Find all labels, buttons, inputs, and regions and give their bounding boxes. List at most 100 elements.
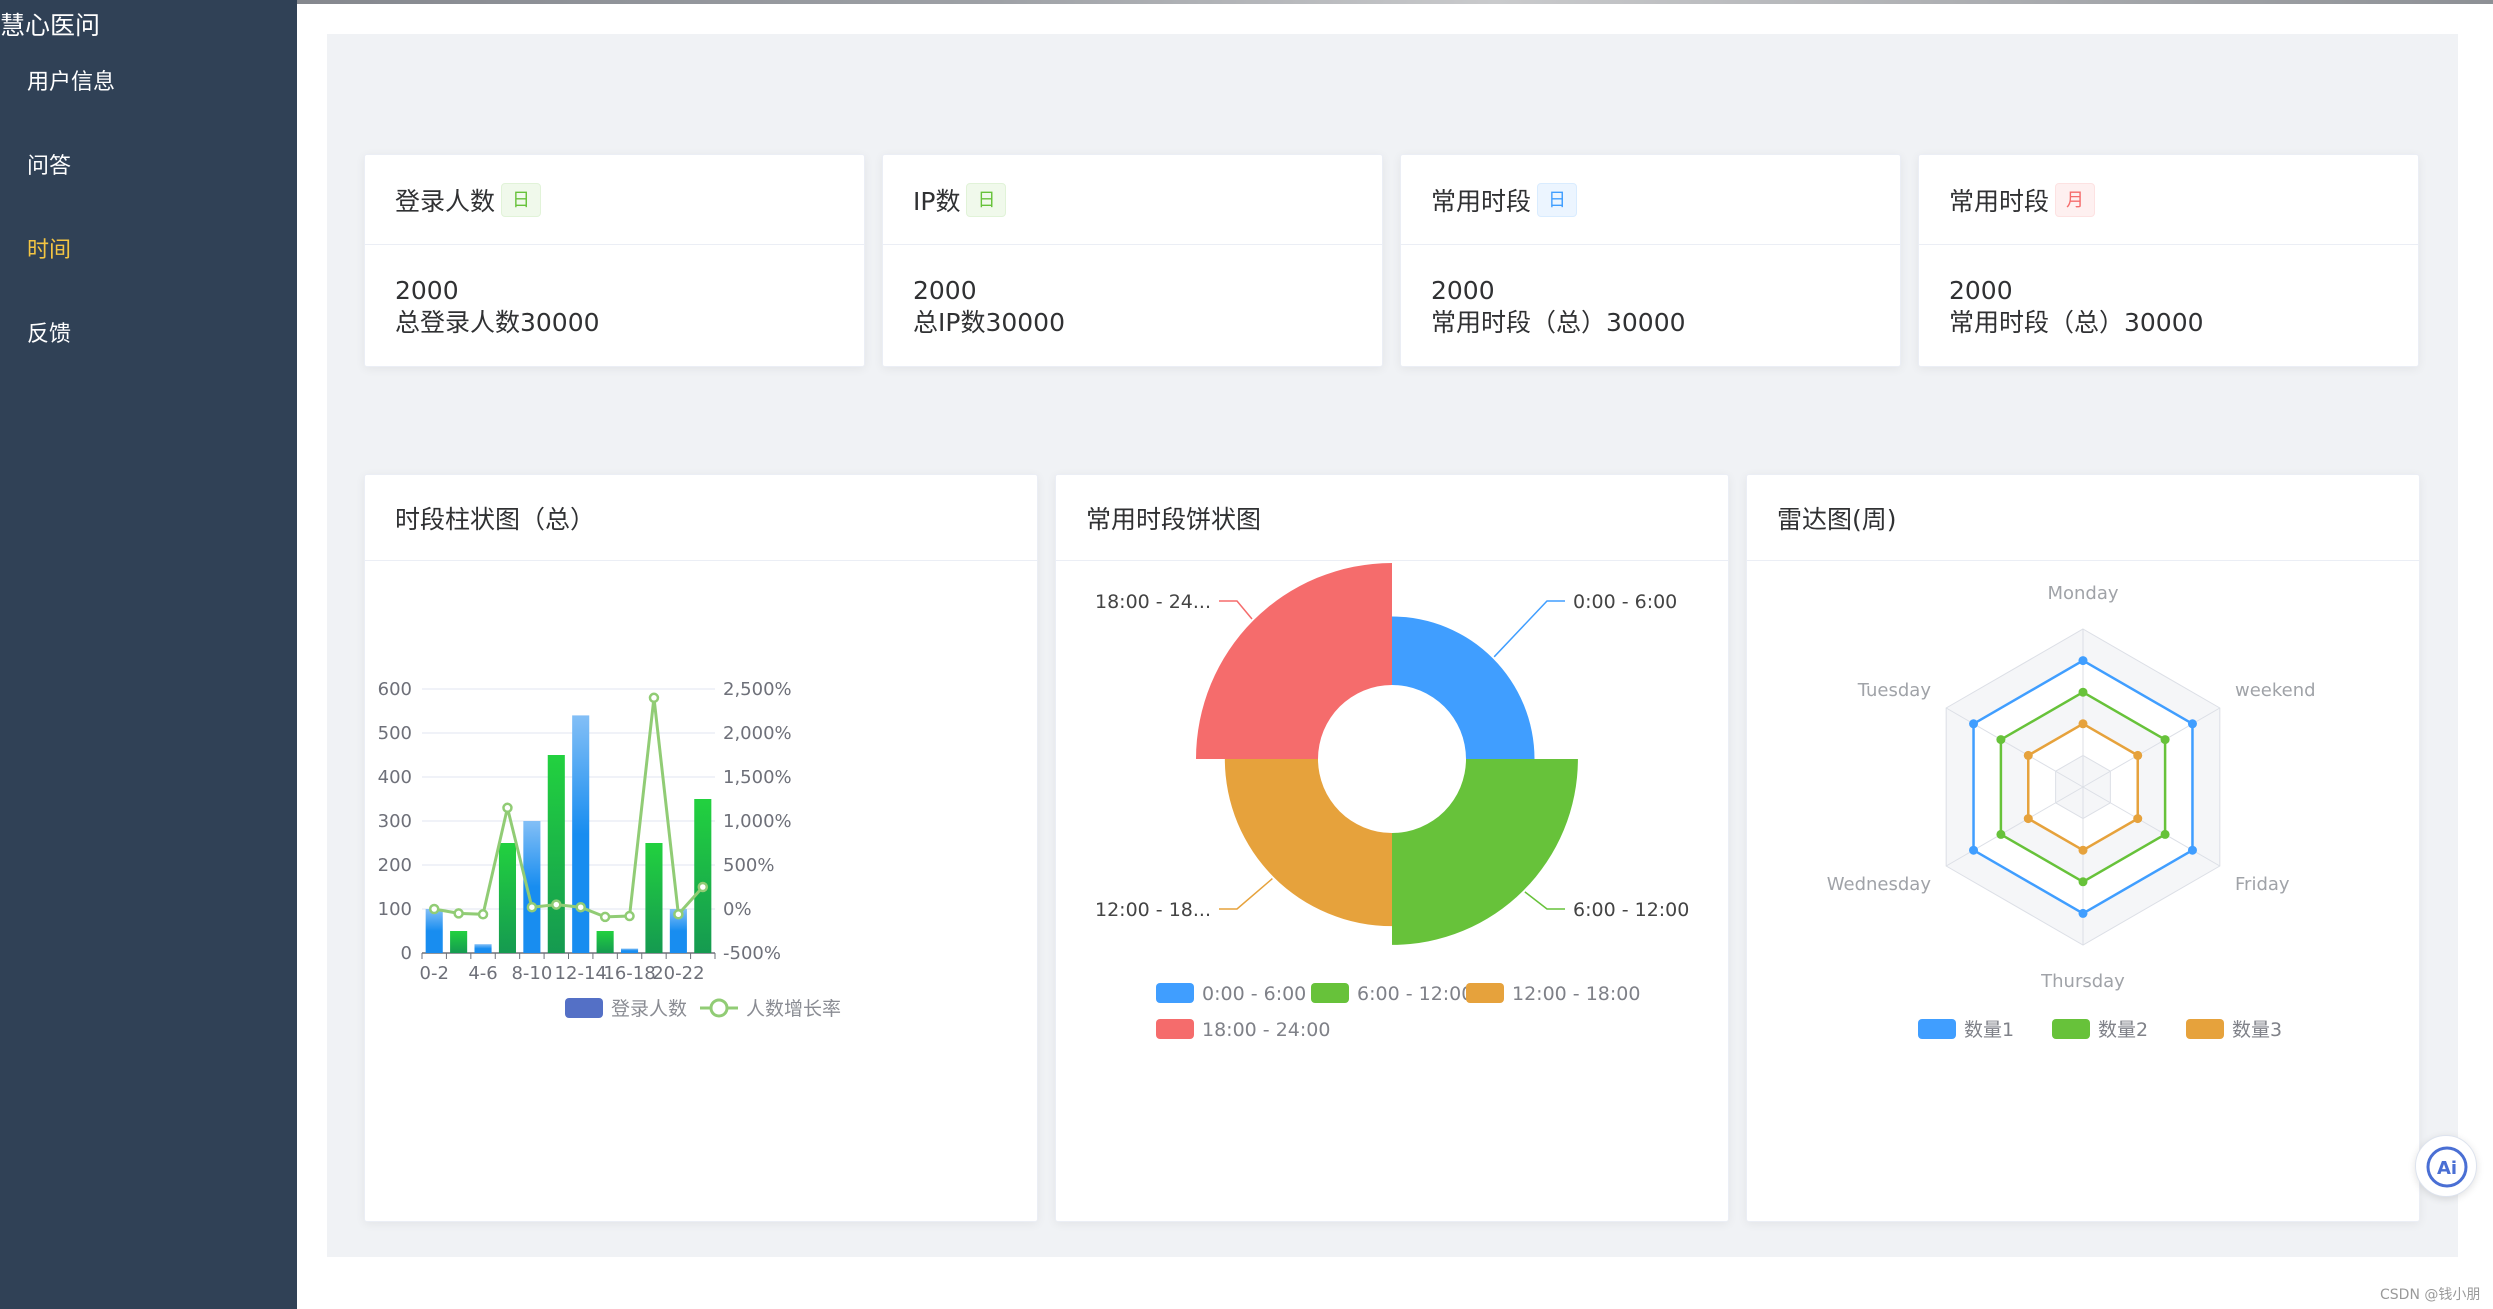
x-tick-label: 0-2 [420,963,449,984]
stat-card-title: 常用时段 [1431,186,1532,216]
growth-rate-point-16-18 [624,910,635,922]
stat-card-period-month: 常用时段 月 2000 常用时段（总）30000 [1918,154,2419,367]
radar-point [2187,845,2197,855]
legend-swatch [1156,1019,1194,1039]
growth-rate-point-10-12 [551,899,562,910]
growth-rate-point-8-10 [526,901,538,913]
panel-title: 雷达图(周) [1777,504,1897,534]
bar-18-20 [645,843,663,953]
ai-label: Ai [2437,1158,2457,1179]
sidebar-item-feedback[interactable]: 反馈 [27,322,72,347]
pie-leader-line [1524,891,1565,910]
sidebar: 慧心医问 用户信息 问答 时间 反馈 [0,0,297,1309]
radar-point [2023,750,2033,760]
bar-6-8 [498,843,517,953]
radar-point [2160,829,2170,839]
legend-swatch [1466,983,1504,1003]
pie-slice-2 [1224,759,1392,927]
legend-label: 12:00 - 18:00 [1512,983,1640,1005]
x-tick-label: 4-6 [468,963,497,984]
legend-label: 数量3 [2232,1019,2282,1041]
stat-value: 2000 [1949,276,2013,305]
x-tick-label: 16-18 [603,963,655,984]
x-tick-label: 20-22 [652,963,704,984]
pie-chart-panel: 常用时段饼状图 0:00 - 6:00 6:00 - 12:00 12:00 - 1… [1055,474,1729,1222]
bar-4-6 [474,944,492,953]
radar-point [2187,719,2197,729]
y-tick-label: 200 [378,855,412,876]
growth-rate-point-20-22 [673,909,684,920]
sidebar-item-qa[interactable]: 问答 [27,154,72,179]
pie-outer-label: 0:00 - 6:00 [1573,591,1677,613]
stat-card-ip: IP数 日 2000 总IP数30000 [882,154,1383,367]
pie-slice-0 [1392,616,1535,759]
legend-swatch [2052,1019,2090,1039]
growth-rate-point-12-14 [575,901,586,913]
window-top-border [0,0,2493,4]
ai-icon: Ai [2426,1146,2468,1188]
y-tick-label: 600 [378,679,412,700]
legend-label: 0:00 - 6:00 [1202,983,1306,1005]
pie-slice-3 [1196,563,1392,759]
legend-label: 数量2 [2098,1019,2148,1041]
radar-point [1996,735,2006,745]
bar-22-24 [694,799,712,953]
y-tick-label: 0 [401,943,412,964]
radar-point [1996,829,2006,839]
panel-title: 常用时段饼状图 [1086,504,1262,534]
y-tick-label: 300 [378,811,412,832]
watermark: CSDN @钱小朋 [2380,1287,2481,1303]
radar-point [2133,750,2143,760]
stat-total: 常用时段（总）30000 [1431,308,1686,337]
stat-value: 2000 [1431,276,1495,305]
sidebar-item-time[interactable]: 时间 [27,238,72,263]
legend-label: 18:00 - 24:00 [1202,1019,1330,1041]
stat-total: 常用时段（总）30000 [1949,308,2204,337]
radar-indicator-label: Friday [2235,874,2290,895]
legend-label: 人数增长率 [746,998,841,1020]
legend-swatch [2186,1019,2224,1039]
period-tag: 日 [1537,182,1578,217]
legend-label: 数量1 [1964,1019,2014,1041]
bar-12-14 [572,715,590,953]
sidebar-item-user-info[interactable]: 用户信息 [27,70,116,95]
legend-swatch [1918,1019,1956,1039]
radar-axis [1945,707,2084,788]
y-tick-label: 100 [378,899,412,920]
main-content: 登录人数 日 2000 总登录人数30000 IP数 日 2000 总IP数30… [327,34,2458,1257]
radar-indicator-label: Tuesday [1857,680,1932,701]
radar-point [2078,845,2088,855]
radar-indicator-label: Thursday [2040,971,2125,992]
y-tick-label: 400 [378,767,412,788]
y2-tick-label: 500% [723,855,774,876]
bar-14-16 [596,931,614,953]
stat-card-title: 常用时段 [1949,186,2050,216]
period-tag: 日 [966,182,1007,217]
legend-swatch [1156,983,1194,1003]
panel-title: 时段柱状图（总） [395,504,596,534]
growth-rate-point-6-8 [502,802,513,814]
y2-tick-label: 2,500% [723,679,792,700]
radar-axis [1945,786,2084,867]
stat-value: 2000 [395,276,459,305]
radar-point [2078,877,2088,887]
pie-slice-1 [1392,759,1578,945]
pie-leader-line [1493,600,1565,658]
radar-indicator-label: Monday [2047,583,2118,604]
y2-tick-label: 1,500% [723,767,792,788]
bar-10-12 [547,755,565,953]
radar-point [2078,656,2088,666]
growth-rate-point-2-4 [453,908,464,919]
stat-card-login: 登录人数 日 2000 总登录人数30000 [364,154,865,367]
radar-point [2023,814,2033,824]
y-tick-label: 500 [378,723,412,744]
growth-rate-point-0-2 [428,903,440,915]
legend-swatch-point [709,998,729,1018]
growth-rate-point-14-16 [599,911,611,923]
ai-assistant-button[interactable]: Ai [2415,1135,2477,1197]
pie-leader-line [1219,600,1253,620]
bar-0-2 [425,909,443,953]
stat-value: 2000 [913,276,977,305]
radar-point [2078,719,2088,729]
pie-outer-label: 12:00 - 18... [1095,899,1211,921]
